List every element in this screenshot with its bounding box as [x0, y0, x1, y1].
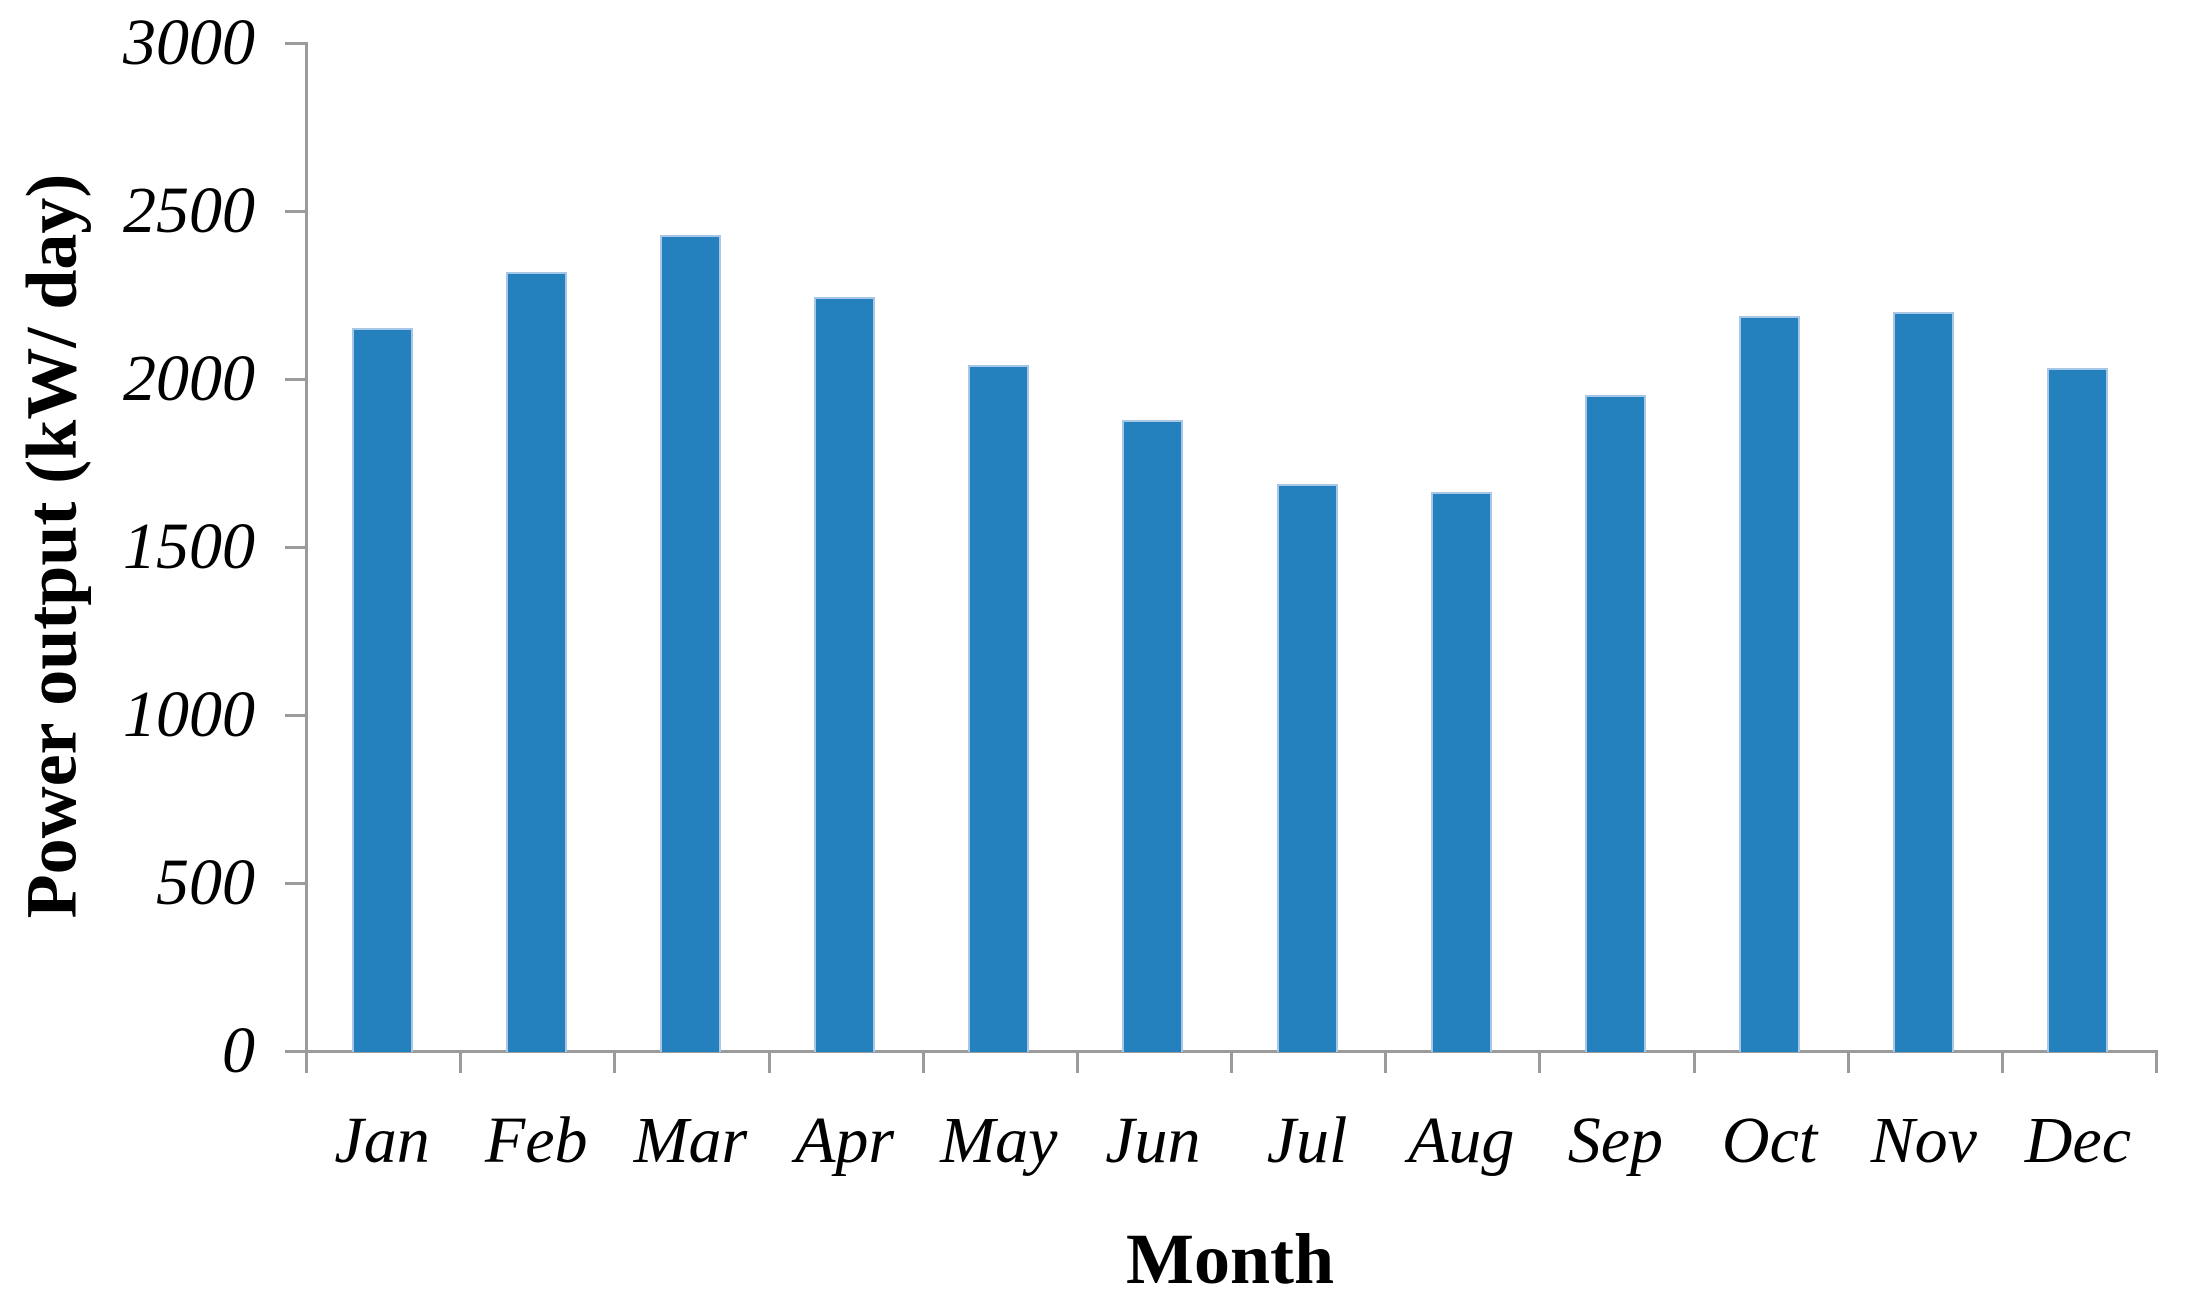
x-tick-label-sep: Sep [1567, 1104, 1664, 1177]
bar-jun [1122, 420, 1184, 1052]
y-tick-mark-1500 [285, 546, 305, 549]
x-tick-label-jun: Jun [1105, 1104, 1201, 1177]
x-axis-title: Month [1125, 1219, 1335, 1299]
x-tick-mark-0 [305, 1053, 308, 1073]
x-tick-mark-12 [2155, 1053, 2158, 1073]
x-tick-mark-3 [767, 1053, 771, 1073]
x-tick-mark-4 [921, 1053, 925, 1073]
bar-apr [814, 297, 876, 1052]
bar-dec [2047, 367, 2109, 1052]
x-tick-label-mar: Mar [633, 1104, 748, 1177]
y-tick-label-2500: 2500 [123, 174, 255, 247]
x-tick-mark-5 [1075, 1053, 1079, 1073]
x-tick-mark-8 [1538, 1053, 1542, 1073]
y-tick-mark-0 [285, 1050, 305, 1053]
x-tick-mark-7 [1384, 1053, 1388, 1073]
x-tick-mark-6 [1230, 1053, 1233, 1073]
y-axis-line [305, 42, 308, 1053]
bar-aug [1430, 492, 1492, 1052]
x-tick-mark-2 [613, 1053, 617, 1073]
x-tick-label-nov: Nov [1870, 1104, 1977, 1177]
x-tick-mark-9 [1692, 1053, 1696, 1073]
bar-jul [1276, 483, 1338, 1052]
x-tick-label-feb: Feb [484, 1104, 588, 1177]
bar-feb [505, 272, 567, 1052]
x-tick-mark-11 [2000, 1053, 2004, 1073]
x-tick-label-aug: Aug [1408, 1104, 1515, 1177]
bar-may [968, 364, 1030, 1052]
x-axis-line [305, 1050, 2158, 1053]
bar-mar [659, 235, 721, 1052]
bar-nov [1893, 312, 1955, 1052]
y-tick-mark-500 [285, 882, 305, 885]
y-tick-label-2000: 2000 [123, 342, 255, 415]
y-tick-label-500: 500 [156, 846, 255, 919]
y-tick-label-3000: 3000 [123, 6, 255, 79]
bar-sep [1584, 394, 1646, 1052]
y-tick-mark-2000 [285, 378, 305, 381]
x-tick-mark-1 [459, 1053, 463, 1073]
x-tick-label-may: May [940, 1104, 1058, 1177]
x-tick-label-apr: Apr [795, 1104, 895, 1177]
y-tick-mark-3000 [285, 42, 305, 45]
x-tick-label-jul: Jul [1266, 1104, 1348, 1177]
x-tick-label-jan: Jan [334, 1104, 430, 1177]
x-tick-label-oct: Oct [1721, 1104, 1818, 1177]
y-tick-label-1000: 1000 [123, 678, 255, 751]
bar-jan [351, 327, 413, 1052]
y-tick-label-1500: 1500 [123, 510, 255, 583]
y-tick-mark-2500 [285, 210, 305, 213]
y-tick-label-0: 0 [222, 1014, 255, 1087]
bar-oct [1739, 315, 1801, 1052]
y-tick-mark-1000 [285, 714, 305, 717]
x-tick-mark-10 [1846, 1053, 1850, 1073]
x-tick-label-dec: Dec [2024, 1104, 2132, 1177]
